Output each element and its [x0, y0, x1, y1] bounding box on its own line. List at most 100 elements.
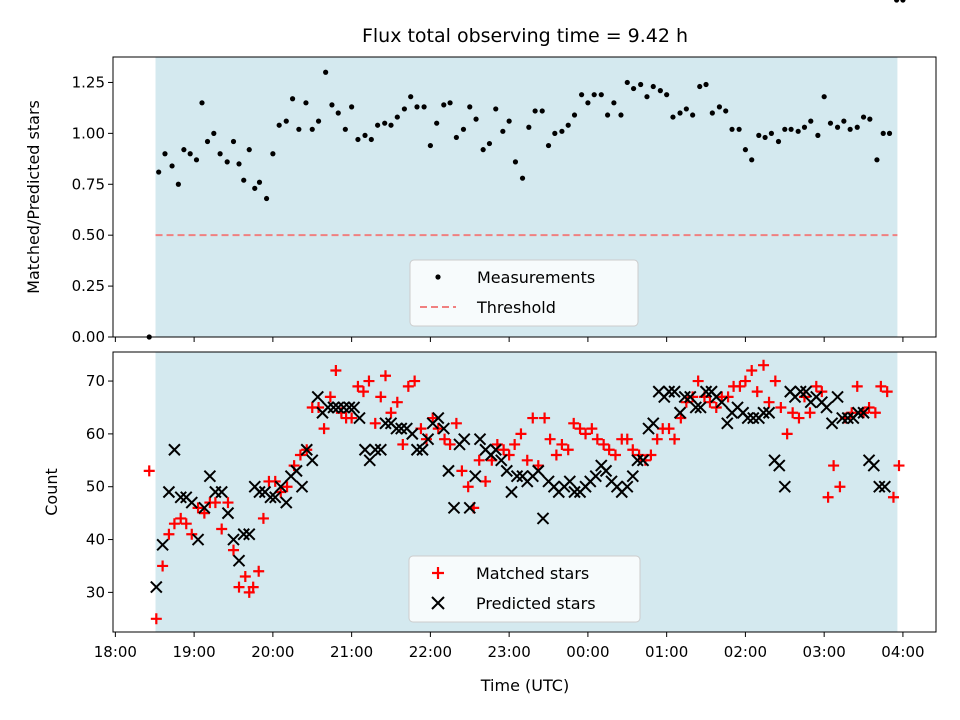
legend-matched-label: Matched stars — [476, 564, 589, 583]
measurement-point — [181, 147, 187, 153]
chart-title: Flux total observing time = 9.42 h — [362, 25, 688, 47]
measurement-point — [329, 102, 335, 108]
measurement-point — [421, 104, 427, 110]
predicted-star-point — [321, 401, 335, 414]
measurement-point — [795, 128, 801, 134]
matched-star-point — [781, 428, 793, 440]
predicted-star-point — [469, 469, 482, 483]
predicted-star-point — [762, 406, 776, 419]
matched-star-point — [556, 438, 568, 450]
matched-star-point — [704, 396, 716, 408]
legend-threshold-label: Threshold — [476, 298, 556, 317]
measurement-point — [473, 116, 479, 122]
measurement-point — [690, 112, 696, 118]
predicted-star-point — [243, 528, 256, 541]
measurement-point — [519, 175, 526, 181]
measurement-point — [611, 100, 617, 106]
measurement-point — [775, 138, 782, 145]
predicted-star-point — [191, 533, 205, 546]
predicted-star-point — [721, 417, 734, 430]
measurement-point — [801, 124, 808, 130]
predicted-star-point — [290, 464, 303, 478]
measurement-point — [565, 122, 571, 128]
predicted-star-point — [773, 459, 786, 472]
bottom-x-tick-label: 22:00 — [409, 643, 452, 661]
predicted-star-point — [410, 443, 424, 456]
matched-star-point — [793, 412, 805, 424]
measurement-point — [303, 100, 309, 106]
matched-star-point — [609, 449, 621, 461]
matched-star-point — [222, 497, 234, 509]
measurement-point — [187, 151, 193, 157]
predicted-star-point — [327, 401, 340, 414]
predicted-star-point — [505, 485, 518, 499]
predicted-star-point — [311, 390, 324, 404]
matched-star-point — [324, 391, 336, 403]
measurement-point — [394, 114, 400, 120]
predicted-star-point — [831, 390, 844, 404]
measurement-point — [604, 112, 611, 118]
matched-star-point — [521, 454, 533, 466]
matched-star-point — [444, 438, 456, 450]
measurement-point — [447, 100, 453, 106]
predicted-star-point — [406, 427, 419, 441]
measurement-point — [355, 136, 361, 143]
measurement-point — [815, 132, 821, 138]
bottom-x-tick-label: 18:00 — [94, 643, 137, 661]
measurement-point — [860, 114, 867, 120]
measurement-point — [263, 195, 270, 202]
matched-star-point — [722, 391, 734, 403]
measurement-point — [276, 122, 282, 128]
predicted-star-point — [873, 480, 886, 493]
measurement-point — [782, 126, 788, 132]
matched-star-point — [352, 380, 364, 392]
matched-star-point — [621, 433, 633, 445]
matched-star-point — [851, 380, 863, 392]
top-y-tick-label: 1.00 — [72, 124, 105, 142]
predicted-star-point — [463, 501, 476, 515]
matched-star-point — [580, 428, 592, 440]
top-y-tick-label: 0.25 — [72, 277, 105, 295]
bottom-x-tick-label: 04:00 — [881, 643, 924, 661]
matched-star-point — [369, 417, 381, 429]
predicted-star-point — [747, 411, 760, 425]
matched-star-point — [751, 386, 763, 398]
measurement-point — [664, 92, 670, 98]
matched-star-point — [603, 444, 615, 456]
matched-star-point — [456, 465, 468, 477]
predicted-star-point — [416, 443, 429, 456]
measurement-point — [618, 112, 624, 118]
bottom-y-tick-label: 30 — [86, 583, 105, 601]
bottom-y-tick-label: 40 — [86, 531, 105, 549]
matched-star-point — [216, 523, 228, 535]
measurement-point — [156, 169, 162, 175]
predicted-star-point — [857, 406, 870, 419]
predicted-star-point — [374, 443, 387, 456]
matched-star-point — [544, 433, 556, 445]
measurement-point — [841, 118, 847, 124]
predicted-star-point — [825, 417, 839, 430]
predicted-star-point — [836, 411, 849, 425]
predicted-star-point — [878, 480, 892, 493]
predicted-star-point — [867, 459, 880, 472]
matched-star-point — [186, 528, 198, 540]
predicted-star-point — [778, 480, 791, 493]
predicted-star-point — [794, 385, 807, 398]
matched-star-point — [480, 475, 492, 487]
predicted-star-point — [799, 385, 813, 398]
matched-star-point — [192, 502, 204, 514]
matched-star-point — [330, 364, 342, 376]
measurement-point — [756, 132, 762, 138]
matched-star-point — [409, 375, 421, 387]
top-y-tick-label: 0.75 — [72, 175, 105, 193]
predicted-star-point — [568, 485, 581, 499]
measurement-point — [703, 81, 709, 88]
predicted-star-point — [684, 390, 697, 404]
measurement-point — [315, 118, 322, 124]
predicted-star-point — [358, 443, 372, 456]
measurement-point — [894, 0, 900, 3]
matched-star-point — [157, 560, 169, 572]
predicted-star-point — [369, 443, 382, 456]
measurement-point — [677, 110, 683, 116]
measurement-point — [224, 159, 230, 165]
